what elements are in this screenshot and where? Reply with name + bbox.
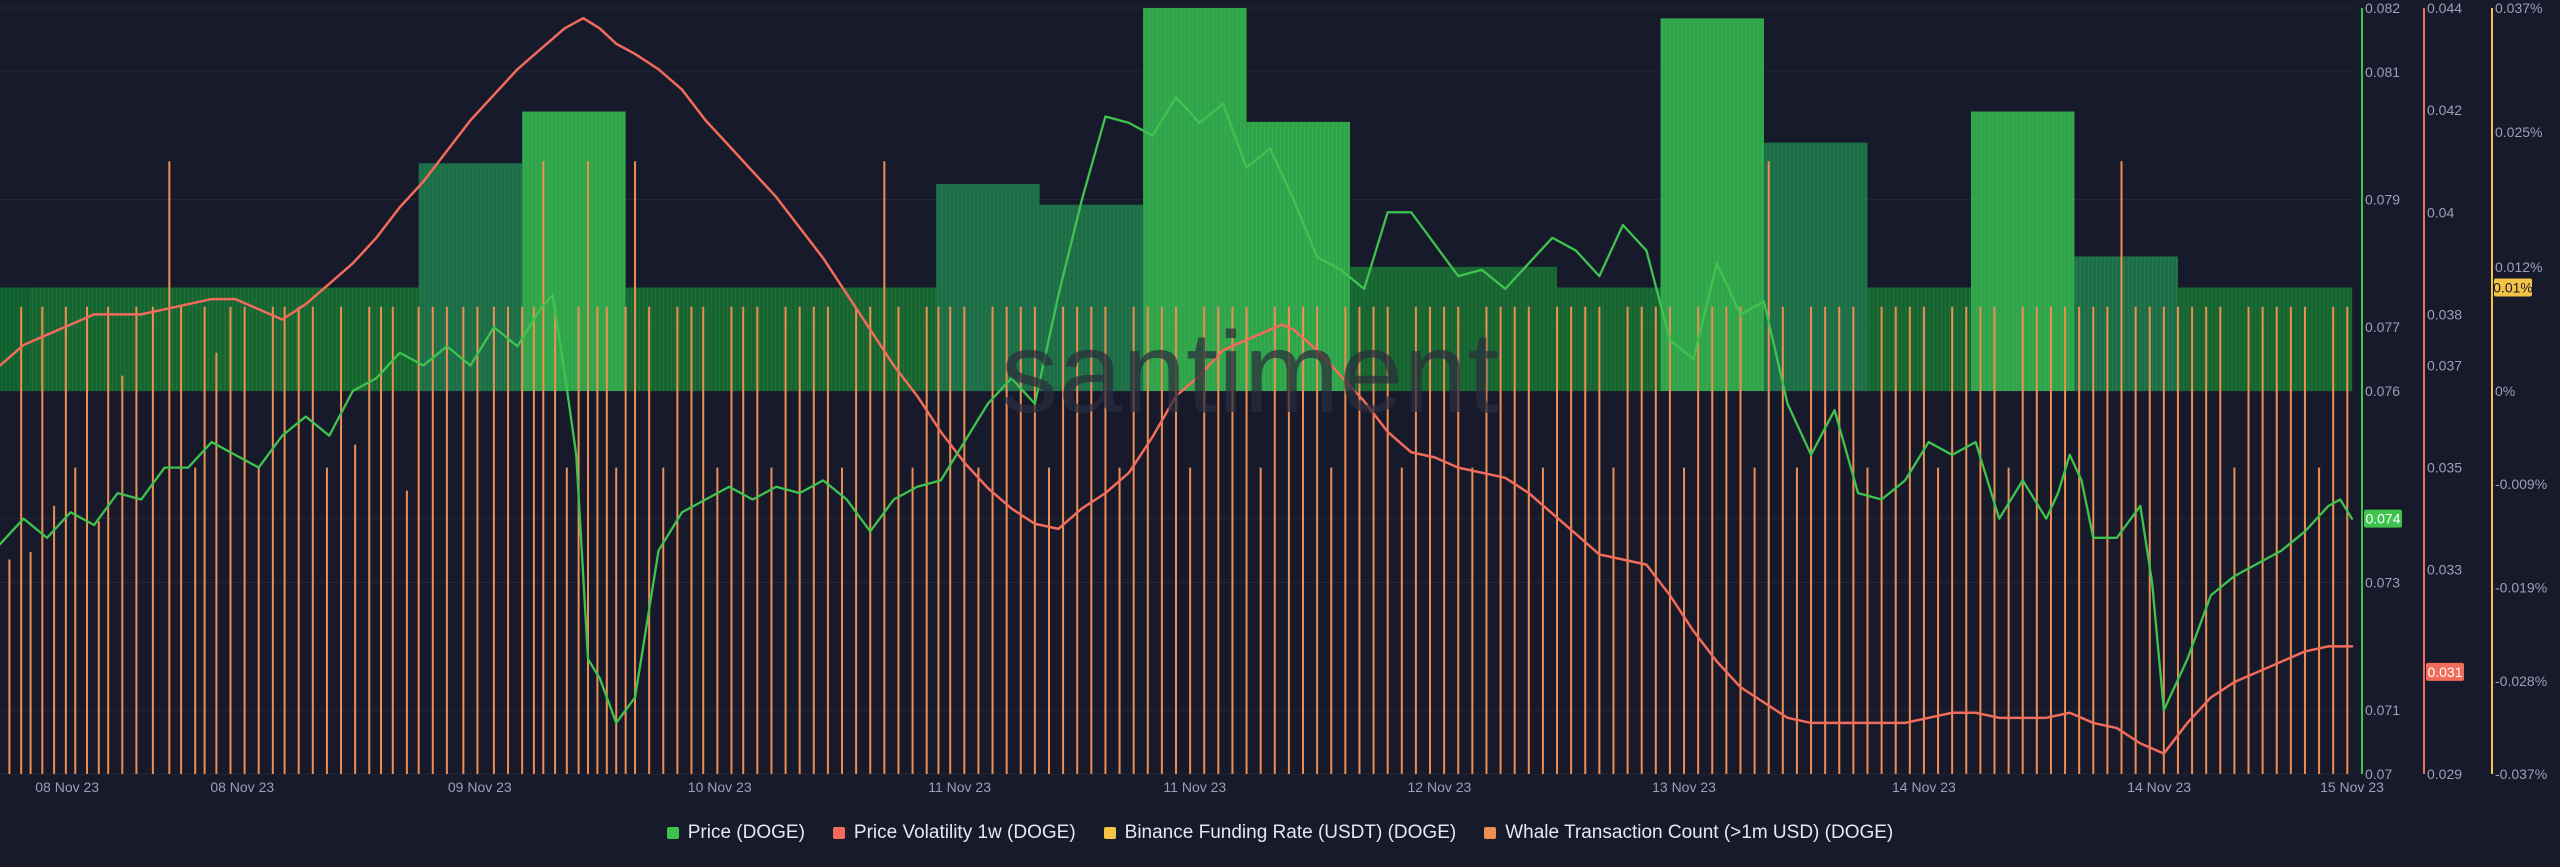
- legend-swatch-funding-rate: [1103, 827, 1116, 839]
- legend-item-whale-count[interactable]: Whale Transaction Count (>1m USD) (DOGE): [1484, 822, 1893, 844]
- x-axis-label-2: 09 Nov 23: [448, 779, 512, 795]
- legend-label-price: Price (DOGE): [687, 822, 805, 843]
- whale-transaction-bars: [8, 161, 2349, 774]
- funding-axis-label-2: 0.012%: [2495, 259, 2542, 275]
- price-axis-label-0: 0.082: [2365, 0, 2400, 16]
- funding-axis-label-1: 0.025%: [2495, 124, 2542, 140]
- volatility-axis-label-6: 0.033: [2427, 562, 2462, 578]
- volatility-axis-label-3: 0.038: [2427, 306, 2462, 322]
- x-axis-label-3: 10 Nov 23: [688, 779, 752, 795]
- funding-axis-label-7: -0.037%: [2495, 766, 2547, 782]
- volatility-axis-label-2: 0.04: [2427, 204, 2454, 220]
- funding-rate-bar-5: [936, 183, 1040, 391]
- line-series: [0, 16, 2354, 755]
- current-volatility-badge: [2426, 662, 2464, 681]
- funding-rate-bar-1: [30, 287, 419, 391]
- volatility-line: [0, 16, 2354, 755]
- legend-swatch-price: [666, 827, 679, 839]
- price-axis-label-4: 0.076: [2365, 383, 2400, 399]
- legend-item-price[interactable]: Price (DOGE): [666, 822, 805, 844]
- legend-swatch-whale-count: [1484, 827, 1497, 839]
- legend-item-funding-rate[interactable]: Binance Funding Rate (USDT) (DOGE): [1103, 822, 1457, 844]
- legend-item-volatility[interactable]: Price Volatility 1w (DOGE): [832, 822, 1076, 844]
- funding-rate-bar-4: [625, 287, 937, 391]
- current-value-badges: 0.074 0.031 0.01%: [2364, 278, 2533, 681]
- price-axis-label-2: 0.079: [2365, 192, 2400, 208]
- x-axis-label-1: 08 Nov 23: [210, 779, 274, 795]
- price-axis-label-3: 0.077: [2365, 319, 2400, 335]
- funding-axis-label-5: -0.019%: [2495, 580, 2547, 596]
- funding-axis-label-4: -0.009%: [2495, 476, 2547, 492]
- legend-swatch-volatility: [832, 827, 845, 839]
- current-funding-badge: [2494, 278, 2532, 297]
- current-price-badge: [2364, 509, 2402, 528]
- funding-rate-bar-10: [1557, 287, 1661, 391]
- price-axis-label-1: 0.081: [2365, 64, 2400, 80]
- funding-rate-bar-13: [1867, 287, 1971, 391]
- legend-label-whale-count: Whale Transaction Count (>1m USD) (DOGE): [1505, 822, 1894, 843]
- current-volatility-badge-text: 0.031: [2427, 664, 2462, 680]
- funding-axis-label-0: 0.037%: [2495, 0, 2542, 16]
- funding-rate-bar-7: [1143, 8, 1247, 391]
- funding-rate-bar-3: [522, 111, 626, 391]
- funding-axis-label-6: -0.028%: [2495, 673, 2547, 689]
- funding-rate-bar-0: [0, 287, 31, 391]
- volatility-axis-label-0: 0.044: [2427, 0, 2462, 16]
- current-price-badge-text: 0.074: [2365, 511, 2400, 527]
- x-axis-label-10: 15 Nov 23: [2320, 779, 2384, 795]
- axes: 08 Nov 23 08 Nov 23 09 Nov 23 10 Nov 23 11 N…: [35, 0, 2547, 795]
- x-axis-label-4: 11 Nov 23: [928, 779, 991, 795]
- volatility-axis-label-5: 0.035: [2427, 460, 2462, 476]
- funding-rate-bar-8: [1246, 121, 1351, 391]
- volatility-axis-label-1: 0.042: [2427, 102, 2462, 118]
- funding-rate-bar-12: [1764, 142, 1868, 391]
- funding-rate-bar-2: [418, 163, 523, 391]
- price-axis-label-6: 0.073: [2365, 575, 2400, 591]
- funding-rate-bar-15: [2074, 256, 2178, 391]
- legend-label-volatility: Price Volatility 1w (DOGE): [853, 822, 1076, 843]
- x-axis-label-8: 14 Nov 23: [1892, 779, 1956, 795]
- chart-legend: Price (DOGE) Price Volatility 1w (DOGE) …: [0, 818, 2560, 848]
- volatility-axis-label-8: 0.029: [2427, 766, 2462, 782]
- x-axis-label-7: 13 Nov 23: [1652, 779, 1716, 795]
- x-axis-label-9: 14 Nov 23: [2127, 779, 2191, 795]
- funding-rate-bar-9: [1350, 266, 1558, 391]
- price-axis-label-8: 0.07: [2365, 766, 2392, 782]
- x-axis-label-5: 11 Nov 23: [1163, 779, 1226, 795]
- funding-axis-label-3: 0%: [2495, 383, 2515, 399]
- x-axis-label-0: 08 Nov 23: [35, 779, 99, 795]
- price-axis-label-7: 0.071: [2365, 702, 2400, 718]
- price-line: [0, 96, 2354, 725]
- chart-watermark: santiment: [1001, 309, 1500, 437]
- legend-label-funding-rate: Binance Funding Rate (USDT) (DOGE): [1124, 822, 1457, 843]
- x-axis-label-6: 12 Nov 23: [1408, 779, 1472, 795]
- volatility-axis-label-4: 0.037: [2427, 357, 2462, 373]
- current-funding-badge-text: 0.01%: [2493, 279, 2533, 295]
